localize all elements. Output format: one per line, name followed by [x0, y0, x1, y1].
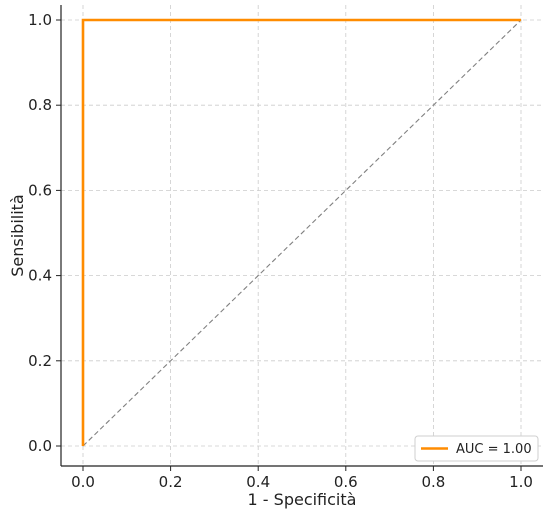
axes: [60, 5, 543, 467]
reference-diagonal-line: [82, 19, 522, 447]
legend: AUC = 1.00: [414, 435, 539, 462]
x-tick-label: 0.6: [334, 473, 358, 491]
y-tick-label: 0.8: [28, 96, 52, 114]
legend-entry-label: AUC = 1.00: [456, 442, 532, 457]
y-tick-label: 0.4: [28, 267, 52, 285]
reference-diagonal: [82, 19, 522, 447]
y-ticks: 0.0 0.2 0.4 0.6 0.8 1.0: [28, 11, 61, 455]
y-tick-label: 0.0: [28, 437, 52, 455]
x-ticks: 0.0 0.2 0.4 0.6 0.8 1.0: [71, 466, 533, 491]
x-tick-label: 0.2: [159, 473, 183, 491]
grid: [61, 5, 543, 466]
series: [81, 18, 521, 446]
y-axis-label: Sensibilità: [8, 194, 27, 277]
x-axis-label: 1 - Specificità: [248, 490, 357, 509]
y-tick-label: 1.0: [28, 11, 52, 29]
legend-box: [414, 435, 539, 462]
x-tick-label: 1.0: [509, 473, 533, 491]
x-tick-label: 0.4: [246, 473, 270, 491]
y-tick-label: 0.6: [28, 181, 52, 199]
y-tick-label: 0.2: [28, 352, 52, 370]
roc-curve-line: [81, 18, 521, 446]
x-tick-label: 0.8: [421, 473, 445, 491]
x-tick-label: 0.0: [71, 473, 95, 491]
